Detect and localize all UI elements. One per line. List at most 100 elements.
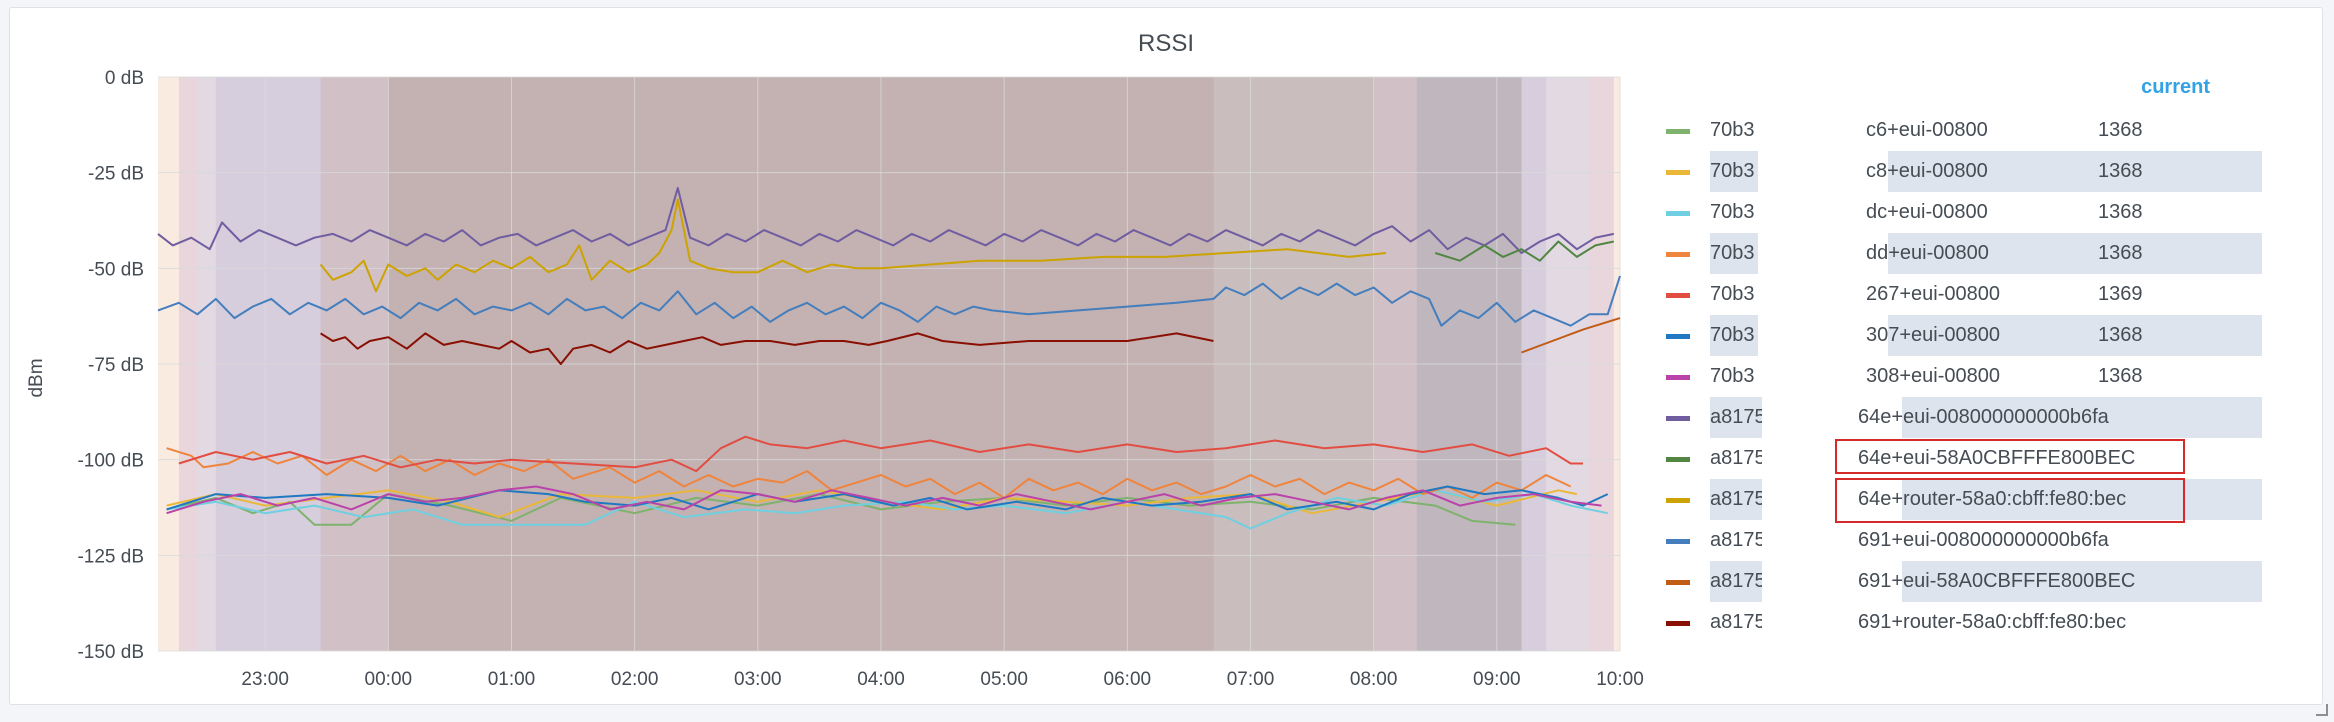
legend-redaction <box>1762 602 1902 643</box>
legend-redaction <box>1758 274 1888 315</box>
legend-swatch-icon[interactable] <box>1666 252 1690 257</box>
panel-title[interactable]: RSSI <box>1137 30 1194 57</box>
legend-series-suffix[interactable]: 64e+router-58a0:cbff:fe80:bec <box>1858 488 2127 510</box>
legend-swatch-icon[interactable] <box>1666 170 1690 175</box>
legend-redaction <box>1758 192 1888 233</box>
legend-item[interactable]: 70b3 dc+eui-00800 1368 <box>1658 192 2262 233</box>
y-tick-label: -75 dB <box>88 355 144 376</box>
legend-series-name[interactable]: 70b3 <box>1710 119 1755 141</box>
legend-series-suffix[interactable]: dd+eui-00800 <box>1866 242 1989 264</box>
legend-series-suffix[interactable]: 691+router-58a0:cbff:fe80:bec <box>1858 611 2127 633</box>
legend-current-value: 1368 <box>2098 365 2143 387</box>
series-line-7 <box>157 187 1615 254</box>
legend-swatch-icon[interactable] <box>1666 211 1690 216</box>
legend-series-name[interactable]: a8175 <box>1710 611 1766 633</box>
legend-redaction <box>1762 397 1902 438</box>
legend-item[interactable]: a8175 691+eui-008000000000b6fa <box>1658 520 2262 561</box>
legend-series-name[interactable]: a8175 <box>1710 529 1766 551</box>
y-tick-label: -25 dB <box>88 164 144 185</box>
legend-item[interactable]: 70b3 dd+eui-00800 1368 <box>1658 233 2262 274</box>
legend-current-value: 1368 <box>2098 160 2143 182</box>
legend-redaction <box>1758 356 1888 397</box>
legend-series-name[interactable]: 70b3 <box>1710 324 1755 346</box>
legend-series-suffix[interactable]: 307+eui-00800 <box>1866 324 2001 346</box>
legend-swatch-icon[interactable] <box>1666 375 1690 380</box>
legend-series-name[interactable]: 70b3 <box>1710 160 1755 182</box>
legend-swatch-icon[interactable] <box>1666 457 1690 462</box>
legend-item[interactable]: 70b3 c6+eui-00800 1368 <box>1658 110 2262 151</box>
legend-redaction <box>1762 479 1902 520</box>
legend-item[interactable]: a8175 691+eui-58A0CBFFFE800BEC <box>1658 561 2262 602</box>
legend-item[interactable]: a8175 64e+eui-008000000000b6fa <box>1658 397 2262 438</box>
legend-redaction <box>1762 561 1902 602</box>
series-line-12 <box>320 332 1214 365</box>
series-line-8 <box>1434 240 1615 262</box>
legend-swatch-icon[interactable] <box>1666 498 1690 503</box>
y-tick-label: -50 dB <box>88 259 144 280</box>
legend-series-name[interactable]: 70b3 <box>1710 283 1755 305</box>
legend-series-suffix[interactable]: 267+eui-00800 <box>1866 283 2001 305</box>
legend-series-name[interactable]: a8175 <box>1710 488 1766 510</box>
x-tick-label: 01:00 <box>488 669 536 690</box>
legend-series-suffix[interactable]: c6+eui-00800 <box>1866 119 1988 141</box>
series-line-4 <box>178 435 1583 473</box>
series-line-11 <box>1521 317 1621 354</box>
panel-resize-handle[interactable] <box>2316 704 2328 716</box>
legend-current-value: 1368 <box>2098 242 2143 264</box>
series-line-2 <box>166 489 1608 530</box>
legend-series-suffix[interactable]: c8+eui-00800 <box>1866 160 1988 182</box>
x-tick-label: 08:00 <box>1350 669 1398 690</box>
legend-swatch-icon[interactable] <box>1666 334 1690 339</box>
legend-series-suffix[interactable]: 691+eui-008000000000b6fa <box>1858 529 2109 551</box>
legend-swatch-icon[interactable] <box>1666 621 1690 626</box>
legend-series-name[interactable]: 70b3 <box>1710 201 1755 223</box>
legend-item[interactable]: 70b3 307+eui-00800 1368 <box>1658 315 2262 356</box>
legend-current-value: 1368 <box>2098 201 2143 223</box>
highlight-box-1 <box>1835 439 2185 474</box>
y-axis-label: dBm <box>26 358 47 397</box>
x-tick-label: 03:00 <box>734 669 782 690</box>
series-line-5 <box>166 485 1609 511</box>
legend-item[interactable]: a8175 64e+router-58a0:cbff:fe80:bec <box>1658 479 2262 520</box>
legend-series-suffix[interactable]: 691+eui-58A0CBFFFE800BEC <box>1858 570 2136 592</box>
x-tick-label: 10:00 <box>1596 669 1644 690</box>
legend-series-suffix[interactable]: 308+eui-00800 <box>1866 365 2001 387</box>
x-tick-label: 05:00 <box>980 669 1028 690</box>
y-tick-label: -100 dB <box>77 451 144 472</box>
legend-current-value: 1368 <box>2098 119 2143 141</box>
legend-swatch-icon[interactable] <box>1666 580 1690 585</box>
x-tick-label: 00:00 <box>365 669 413 690</box>
legend-swatch-icon[interactable] <box>1666 129 1690 134</box>
legend-current-header[interactable]: current <box>2141 76 2210 98</box>
legend-redaction <box>1758 233 1888 274</box>
legend-series-name[interactable]: a8175 <box>1710 406 1766 428</box>
legend-series-name[interactable]: 70b3 <box>1710 242 1755 264</box>
legend-item[interactable]: 70b3 308+eui-00800 1368 <box>1658 356 2262 397</box>
legend-swatch-icon[interactable] <box>1666 416 1690 421</box>
legend-item[interactable]: 70b3 c8+eui-00800 1368 <box>1658 151 2262 192</box>
x-tick-label: 04:00 <box>857 669 905 690</box>
legend-series-suffix[interactable]: 64e+eui-008000000000b6fa <box>1858 406 2109 428</box>
legend-redaction <box>1758 151 1888 192</box>
legend-series-suffix[interactable]: dc+eui-00800 <box>1866 201 1988 223</box>
legend-current-value: 1368 <box>2098 324 2143 346</box>
legend-swatch-icon[interactable] <box>1666 293 1690 298</box>
y-tick-label: -150 dB <box>77 642 144 663</box>
y-tick-label: 0 dB <box>105 68 144 89</box>
legend-series-name[interactable]: a8175 <box>1710 570 1766 592</box>
highlight-box-2 <box>1835 478 2185 523</box>
x-tick-label: 23:00 <box>241 669 289 690</box>
legend-redaction <box>1758 315 1888 356</box>
series-line-6 <box>166 485 1602 515</box>
legend-series-suffix[interactable]: 64e+eui-58A0CBFFFE800BEC <box>1858 447 2136 469</box>
legend-redaction <box>1762 520 1902 561</box>
legend-series-name[interactable]: 70b3 <box>1710 365 1755 387</box>
legend-swatch-icon[interactable] <box>1666 539 1690 544</box>
legend-item[interactable]: 70b3 267+eui-00800 1369 <box>1658 274 2262 315</box>
legend-item[interactable]: a8175 691+router-58a0:cbff:fe80:bec <box>1658 602 2262 643</box>
y-tick-label: -125 dB <box>77 546 144 567</box>
x-tick-label: 09:00 <box>1473 669 1521 690</box>
legend-redaction <box>1758 110 1888 151</box>
legend-series-name[interactable]: a8175 <box>1710 447 1766 469</box>
